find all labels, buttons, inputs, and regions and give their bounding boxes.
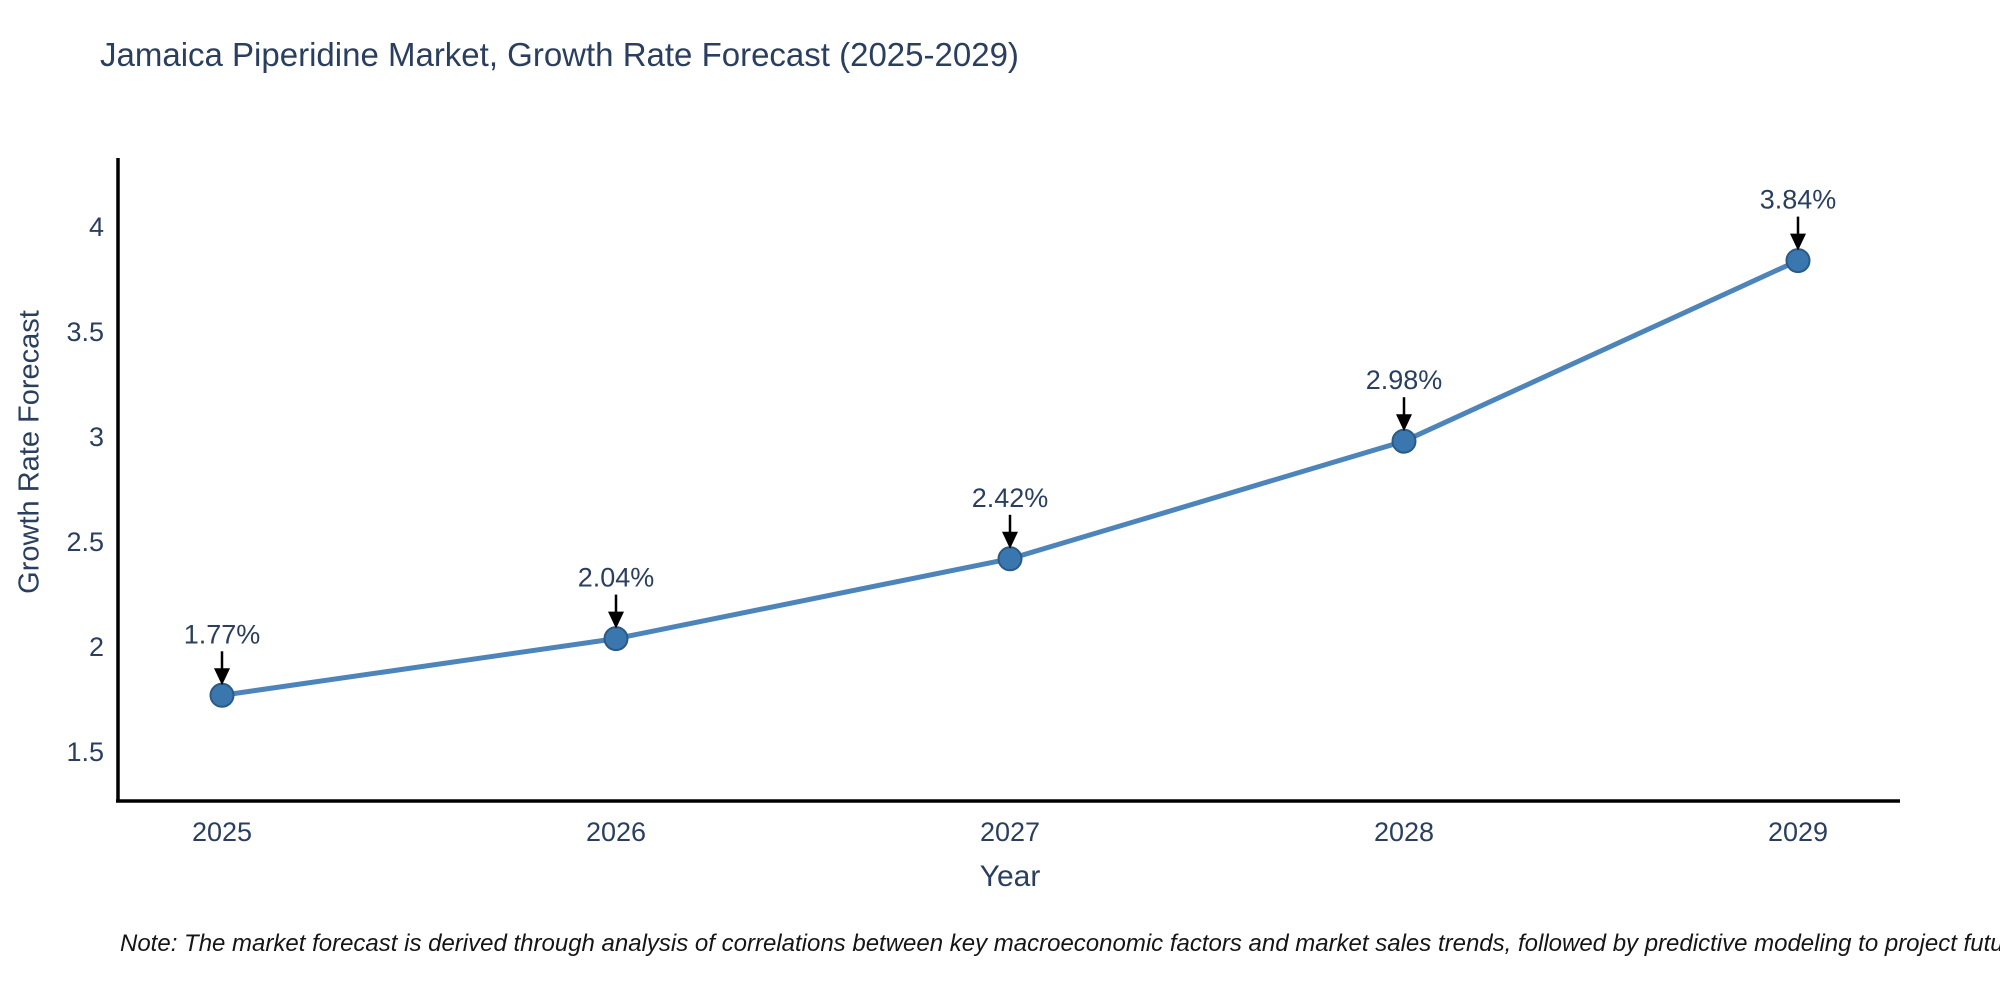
series-line [219,258,1801,698]
annotation-arrow-head [1002,531,1018,549]
data-point-marker [997,546,1023,572]
y-tick-label: 4 [89,212,104,242]
x-tick-label: 2029 [1768,817,1828,847]
data-point-marker [1785,248,1811,274]
annotation-arrow-head [1790,233,1806,251]
footnote: Note: The market forecast is derived thr… [120,930,2000,957]
y-tick-label: 1.5 [66,737,104,767]
y-tick-label: 3.5 [66,317,104,347]
point-value-label: 3.84% [1760,185,1837,215]
point-value-label: 1.77% [184,619,261,649]
chart-title: Jamaica Piperidine Market, Growth Rate F… [100,36,1019,73]
annotation-arrow-head [214,668,230,686]
x-tick-label: 2026 [586,817,646,847]
data-point-marker [1391,428,1417,454]
point-value-label: 2.42% [972,483,1049,513]
x-tick-label: 2025 [192,817,252,847]
point-value-label: 2.04% [578,563,655,593]
y-tick-label: 2.5 [66,527,104,557]
x-axis-title: Year [979,860,1041,893]
x-tick-label: 2028 [1374,817,1434,847]
annotation-arrow-head [1396,414,1412,432]
point-value-label: 2.98% [1366,365,1443,395]
data-point-marker [209,682,235,708]
annotation-arrow-head [608,611,624,629]
data-point-marker [603,626,629,652]
y-tick-label: 2 [89,632,104,662]
y-tick-label: 3 [89,422,104,452]
x-tick-label: 2027 [980,817,1040,847]
